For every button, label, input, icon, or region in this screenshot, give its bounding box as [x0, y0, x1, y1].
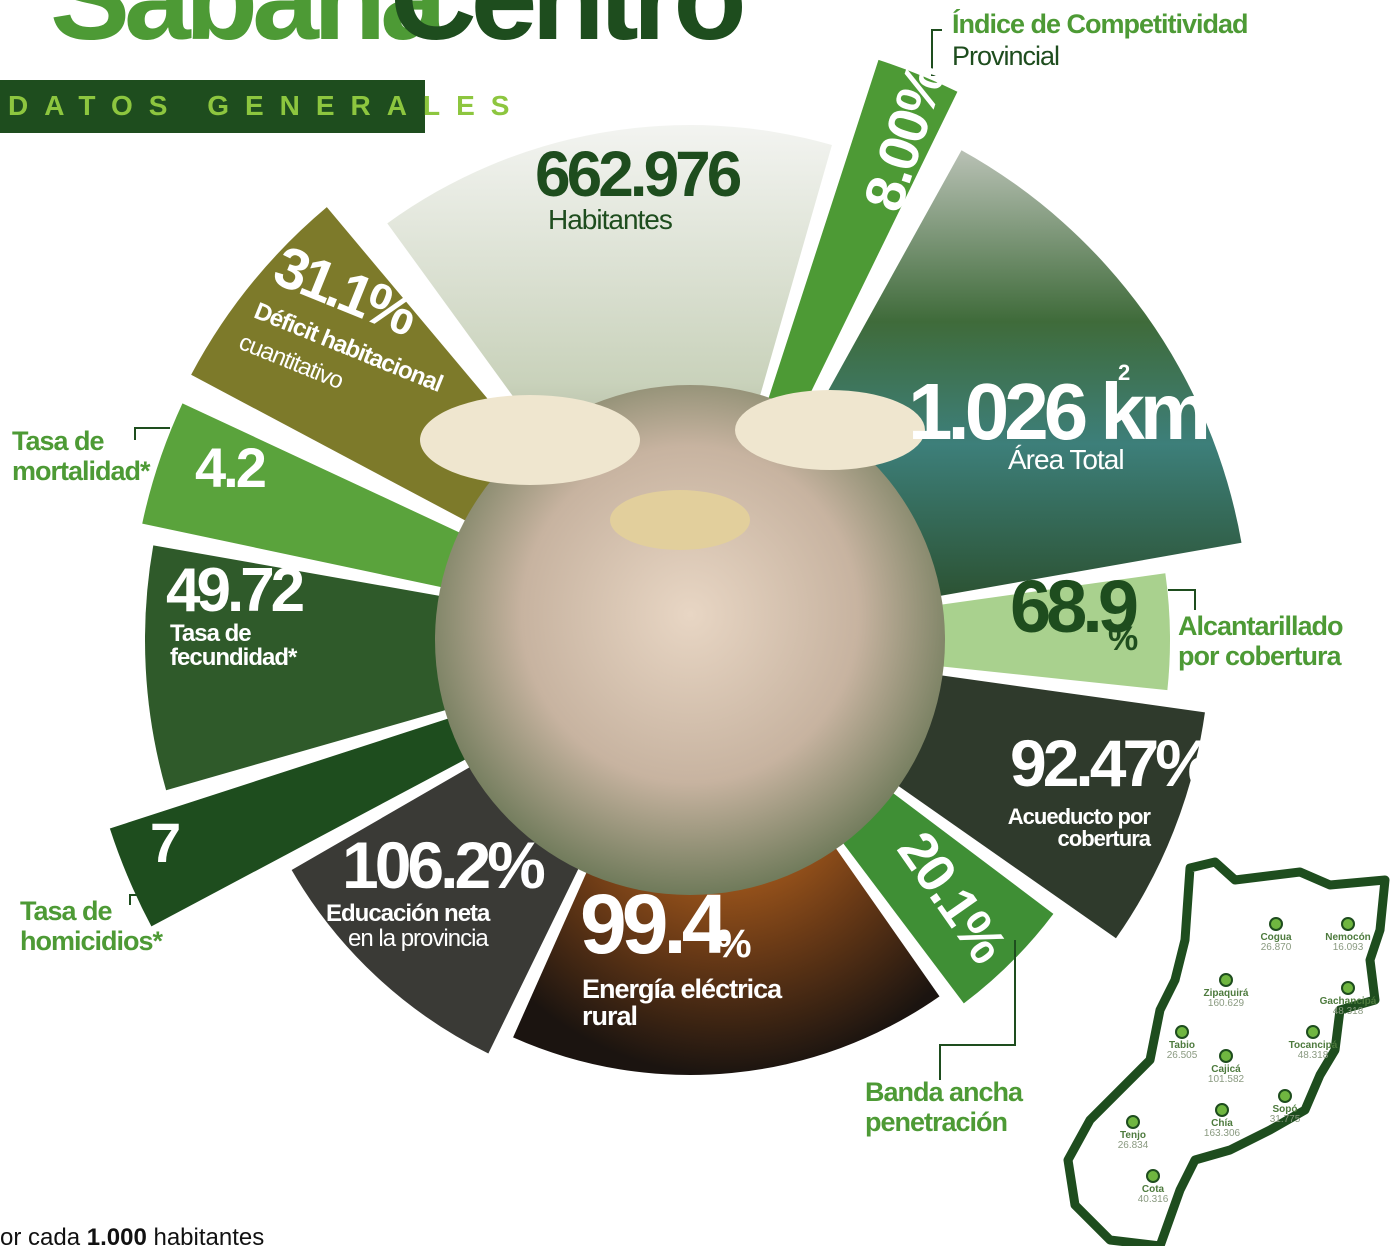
homicide-label: Tasa de homicidios*	[20, 897, 190, 956]
map-dot	[1220, 974, 1232, 986]
education-label: en la provincia	[348, 927, 488, 951]
map-dot	[1127, 1116, 1139, 1128]
subtitle: DATOS GENERALES	[8, 92, 525, 120]
infographic: Sabana Centro DATOS GENERALES 662.976 Ha…	[0, 0, 1390, 1246]
map-population: 26.834	[1093, 1141, 1173, 1151]
population-value: 662.976	[535, 142, 738, 206]
area-exponent: 2	[1118, 362, 1128, 384]
footnote: or cada 1.000 habitantes	[0, 1226, 264, 1250]
hat	[610, 490, 750, 550]
homicide-value: 7	[150, 815, 179, 871]
education-label-bold: Educación neta	[326, 902, 489, 926]
footnote-end: habitantes	[153, 1224, 264, 1251]
map-population: 16.093	[1308, 943, 1388, 953]
electricity-label: Energía eléctrica rural	[582, 976, 802, 1030]
map-population: 26.505	[1142, 1051, 1222, 1061]
map-population: 163.306	[1182, 1129, 1262, 1139]
hat	[735, 390, 925, 470]
map-dot	[1176, 1026, 1188, 1038]
map-dot	[1342, 982, 1354, 994]
area-label: Área Total	[1008, 446, 1124, 474]
map-dot	[1279, 1090, 1291, 1102]
education-value: 106.2%	[342, 832, 542, 898]
water-label: Acueducto por cobertura	[1000, 806, 1150, 850]
title-dark: Centro	[390, 0, 741, 58]
map-dot	[1342, 918, 1354, 930]
footnote-text: or cada	[0, 1224, 80, 1251]
map-population: 48.318	[1273, 1051, 1353, 1061]
electricity-unit: %	[716, 924, 750, 964]
population-label: Habitantes	[548, 206, 672, 234]
map-dot	[1270, 918, 1282, 930]
map-population: 101.582	[1186, 1075, 1266, 1085]
map-population: 26.870	[1236, 943, 1316, 953]
title-light: Sabana	[50, 0, 441, 58]
area-value: 1.026 km	[908, 372, 1206, 452]
bracket	[1168, 590, 1195, 610]
map-dot	[1216, 1104, 1228, 1116]
map-dot	[1307, 1026, 1319, 1038]
sewerage-label: Alcantarillado por cobertura	[1178, 612, 1368, 671]
electricity-value: 99.4	[580, 882, 724, 966]
sewerage-unit: %	[1108, 622, 1136, 656]
map-population: 160.629	[1186, 999, 1266, 1009]
broadband-label: Banda ancha penetración	[865, 1078, 1045, 1137]
map-dot	[1147, 1170, 1159, 1182]
fertility-label: Tasa de fecundidad*	[170, 622, 330, 670]
page: Sabana Centro {"header": {"title_light":…	[0, 0, 1390, 1246]
footnote-bold: 1.000	[87, 1224, 147, 1251]
map-population: 40.316	[1113, 1195, 1193, 1205]
hat	[420, 395, 640, 485]
water-value: 92.47%	[1010, 730, 1210, 796]
mortality-label: Tasa de mortalidad*	[12, 427, 172, 486]
competitiveness-label-bold: Índice de Competitividad	[952, 10, 1248, 40]
map-population: 48.318	[1308, 1007, 1388, 1017]
competitiveness-label: Provincial	[952, 42, 1059, 72]
fertility-value: 49.72	[166, 560, 301, 622]
mortality-value: 4.2	[195, 440, 264, 496]
